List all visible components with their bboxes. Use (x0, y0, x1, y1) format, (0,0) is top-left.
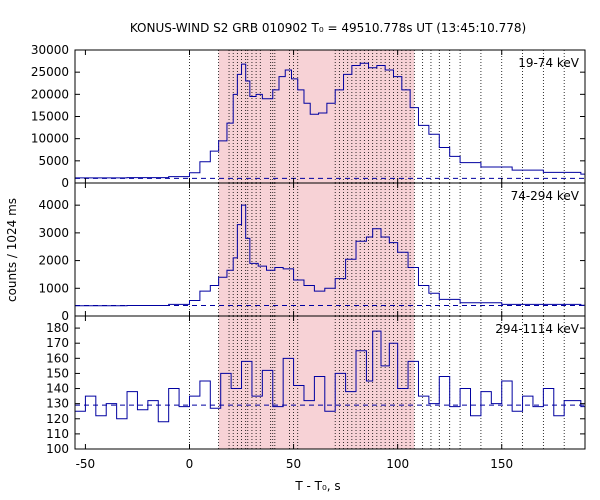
y-tick-label: 180 (46, 321, 69, 335)
panel-energy-label: 294-1114 keV (495, 322, 579, 336)
panel-energy-label: 19-74 keV (518, 56, 580, 70)
y-tick-label: 0 (61, 309, 69, 323)
y-tick-label: 5000 (38, 154, 69, 168)
x-tick-label: 100 (386, 457, 409, 471)
y-tick-label: 140 (46, 382, 69, 396)
x-tick-label: 150 (490, 457, 513, 471)
panel-energy-label: 74-294 keV (511, 189, 580, 203)
light-curve-series (75, 204, 585, 307)
panel-1: 0 5000 10000 15000 20000 25000 30000 19-74 keV (31, 43, 586, 190)
light-curve-series (75, 62, 585, 179)
y-tick-label: 10000 (31, 132, 69, 146)
x-tick-label: 0 (186, 457, 194, 471)
y-tick-label: 130 (46, 397, 69, 411)
y-tick-label: 4000 (38, 198, 69, 212)
y-tick-label: 2000 (38, 254, 69, 268)
y-axis-label: counts / 1024 ms (5, 198, 19, 302)
y-tick-label: 1000 (38, 281, 69, 295)
x-tick-label: 50 (286, 457, 301, 471)
chart-title: KONUS-WIND S2 GRB 010902 T₀ = 49510.778s… (130, 21, 526, 35)
y-tick-label: 150 (46, 366, 69, 380)
y-tick-label: 100 (46, 442, 69, 456)
y-tick-label: 30000 (31, 43, 69, 57)
y-tick-label: 170 (46, 336, 69, 350)
x-axis-label: T - T₀, s (294, 479, 340, 493)
panel-2: 0 1000 2000 3000 4000 74-294 keV (38, 182, 586, 323)
y-tick-label: 110 (46, 427, 69, 441)
y-tick-label: 25000 (31, 65, 69, 79)
y-tick-label: 120 (46, 412, 69, 426)
shaded-region (218, 183, 415, 316)
shaded-region (218, 50, 415, 183)
x-tick-label: -50 (76, 457, 96, 471)
shaded-region (218, 316, 415, 449)
y-tick-label: 160 (46, 351, 69, 365)
y-tick-label: 3000 (38, 226, 69, 240)
light-curve-series (75, 330, 585, 423)
panel-frame (74, 315, 586, 450)
y-tick-label: 0 (61, 176, 69, 190)
y-tick-label: 20000 (31, 87, 69, 101)
y-tick-label: 15000 (31, 110, 69, 124)
